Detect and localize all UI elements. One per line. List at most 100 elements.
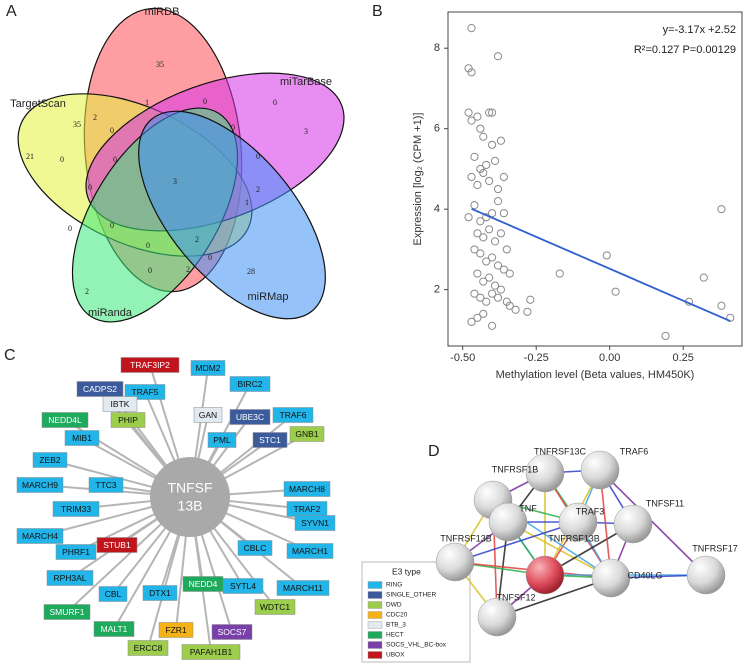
gene-label: TRAF2	[294, 504, 321, 514]
protein-node	[558, 502, 598, 542]
point	[493, 293, 503, 302]
point	[479, 233, 488, 242]
gene-label: NEDD4L	[48, 415, 82, 425]
point	[526, 295, 535, 304]
gene-node	[98, 586, 128, 602]
gene-node	[211, 624, 253, 640]
gene-label: GAN	[199, 410, 217, 420]
protein-label: TNFRSF13B	[440, 533, 492, 543]
point	[467, 116, 476, 125]
gene-node	[46, 570, 94, 586]
point	[488, 253, 497, 262]
point	[473, 112, 482, 121]
gene-node	[88, 477, 124, 493]
gene-node	[120, 357, 180, 373]
point	[488, 140, 497, 149]
gene-label: MDM2	[195, 363, 220, 373]
gene-label: SMURF1	[50, 607, 85, 617]
gene-label: SYVN1	[301, 518, 329, 528]
gene-node	[207, 432, 237, 448]
protein-label: TNFSF12	[496, 592, 535, 602]
point	[476, 293, 485, 302]
gene-label: CBLC	[244, 543, 267, 553]
venn-count: 2	[256, 185, 260, 194]
point	[467, 68, 476, 77]
legend-label: SOCS_VHL_BC-box	[386, 642, 447, 649]
point	[479, 309, 488, 318]
interaction	[507, 521, 612, 579]
gene-node	[110, 412, 146, 428]
gene-label: SOCS7	[218, 627, 247, 637]
point	[499, 209, 508, 218]
gene-label: MARCH9	[22, 480, 58, 490]
scatter-panel: B -0.50 -0.25 0.00 0.25 2 4 6 8 Methylation level…	[372, 3, 743, 381]
y-tick-label: 6	[434, 123, 440, 135]
legend-label: CDC20	[386, 612, 408, 619]
gene-label: MARCH11	[283, 583, 323, 593]
protein-node	[525, 555, 565, 595]
gene-node	[55, 544, 97, 560]
gene-label: TRAF6	[280, 410, 307, 420]
interaction	[599, 469, 707, 576]
panel-label: A	[6, 3, 17, 20]
venn-count: 1	[245, 198, 249, 207]
point	[493, 52, 503, 61]
gene-node	[16, 477, 64, 493]
gene-label: RPH3AL	[53, 573, 86, 583]
gene-node	[229, 409, 271, 425]
point	[476, 249, 485, 258]
gene-label: CBL	[105, 589, 122, 599]
gene-node	[64, 430, 100, 446]
gene-label: MIB1	[72, 433, 92, 443]
venn-count: 2	[186, 265, 190, 274]
gene-node	[127, 640, 169, 656]
point	[470, 152, 479, 161]
point	[511, 305, 520, 314]
gene-label: UBE3C	[236, 412, 264, 422]
gene-label: STC1	[259, 435, 281, 445]
panel-label: C	[4, 347, 16, 364]
gene-node	[52, 501, 100, 517]
gene-node	[229, 376, 271, 392]
point	[493, 197, 503, 206]
gene-label: PHIP	[118, 415, 138, 425]
gene-label: MARCH4	[22, 531, 58, 541]
point	[502, 245, 511, 254]
gene-node	[289, 426, 325, 442]
gene-label: DTX1	[149, 588, 171, 598]
point	[473, 229, 482, 238]
venn-count: 0	[110, 221, 114, 230]
gene-node	[182, 576, 224, 592]
legend-label: HECT	[386, 632, 404, 639]
venn-count: 0	[60, 155, 64, 164]
annotation: R²=0.127 P=0.00129	[634, 44, 736, 56]
gene-label: ZEB2	[39, 455, 61, 465]
point	[470, 289, 479, 298]
gene-node	[294, 515, 336, 531]
gene-label: NEDD4	[189, 579, 218, 589]
gene-label: MALT1	[101, 624, 128, 634]
legend-swatch	[367, 621, 383, 629]
protein-node	[580, 450, 620, 490]
gene-node	[16, 528, 64, 544]
venn-count: 35	[156, 60, 164, 69]
protein-label: TNFRSF17	[692, 543, 738, 553]
point	[555, 269, 564, 278]
legend-swatch	[367, 581, 383, 589]
gene-label: ERCC8	[134, 643, 163, 653]
interaction	[454, 521, 579, 563]
annotation: y=-3.17x +2.52	[663, 24, 736, 36]
gene-node	[158, 622, 194, 638]
point	[726, 313, 735, 322]
legend-swatch	[367, 651, 383, 659]
venn-count: 0	[231, 123, 235, 132]
legend-swatch	[367, 611, 383, 619]
point	[505, 301, 514, 310]
panel-label: B	[372, 3, 383, 20]
point	[476, 124, 485, 133]
gene-label: TRIM33	[61, 504, 92, 514]
center-label: 13B	[178, 498, 203, 514]
legend-title: E3 type	[392, 566, 421, 576]
gene-node	[96, 537, 138, 553]
